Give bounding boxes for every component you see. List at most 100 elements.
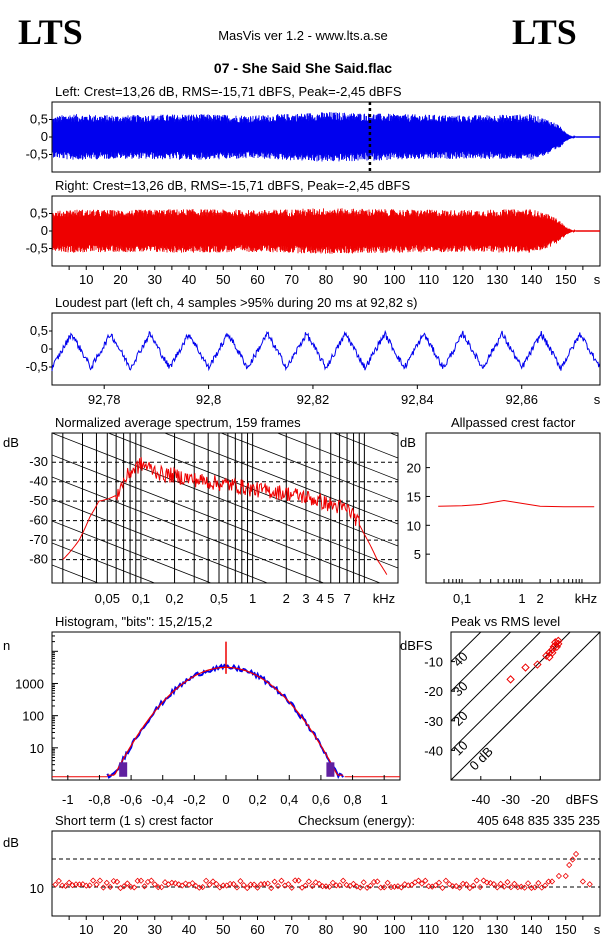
crest-point — [391, 883, 398, 890]
crest-point — [525, 880, 532, 887]
crest-title: Short term (1 s) crest factor — [55, 813, 214, 828]
loudest-signal — [51, 329, 600, 372]
crest-point — [336, 882, 343, 889]
x-tick-label: s — [594, 392, 601, 407]
crest-point — [257, 881, 264, 888]
crest-point — [545, 878, 552, 885]
histogram-clip-bar — [326, 762, 335, 777]
y-tick-label: 0 — [41, 341, 48, 356]
crest-point — [569, 856, 576, 863]
crest-diagonal — [451, 632, 512, 692]
crest-point — [120, 883, 127, 890]
x-tick-label: 92,78 — [88, 392, 121, 407]
x-tick-label: 0,1 — [453, 591, 471, 606]
y-tick-label: -40 — [424, 743, 443, 758]
y-tick-label: -40 — [29, 474, 48, 489]
crest-point — [446, 881, 453, 888]
crest-point — [62, 882, 69, 890]
crest-point — [459, 880, 467, 887]
waveform-signal — [52, 112, 577, 162]
crest-point — [151, 881, 158, 888]
app-version: MasVis ver 1.2 - www.lts.a.se — [218, 28, 388, 43]
x-tick-label: 120 — [452, 922, 474, 937]
y-tick-label: -50 — [29, 493, 48, 508]
crest-point — [418, 880, 425, 887]
crest-point — [357, 884, 364, 891]
logo-left: LTS — [18, 12, 83, 52]
x-tick-label: 0,6 — [312, 792, 330, 807]
crest-point — [329, 879, 336, 886]
crest-point — [233, 884, 241, 891]
crest-point — [477, 883, 484, 891]
x-tick-label: 0,05 — [95, 591, 120, 606]
crest-point — [206, 881, 213, 888]
crest-point — [103, 879, 110, 886]
y-tick-label: 10 — [407, 518, 421, 533]
crest-point — [66, 879, 73, 886]
slope-line — [52, 631, 398, 766]
x-tick-label: 0,8 — [344, 792, 362, 807]
x-tick-label: 4 — [316, 591, 323, 606]
peakrms-panel: 40 30 20 100 dB dBFS -10 -20 -30 -40 -40 -30 -20 dBF… — [400, 631, 601, 807]
allpass-title: Allpassed crest factor — [451, 415, 576, 430]
x-tick-label: 120 — [452, 272, 474, 287]
x-tick-label: 0,4 — [280, 792, 298, 807]
slope-line — [52, 433, 398, 569]
crest-point — [264, 880, 271, 887]
crest-point — [453, 882, 460, 890]
crest-point — [326, 883, 333, 890]
crest-point — [124, 880, 131, 887]
x-tick-label: 0,2 — [249, 792, 267, 807]
peakrms-point — [545, 652, 554, 662]
x-tick-label: 7 — [343, 591, 350, 606]
crest-point — [131, 884, 138, 891]
waveform-signal — [52, 208, 577, 254]
peakrms-point — [554, 636, 563, 646]
x-tick-label: 2 — [283, 591, 290, 606]
crest-point — [59, 882, 66, 889]
y-tick-label: 100 — [22, 709, 44, 724]
peakrms-point — [521, 663, 530, 672]
crest-point — [196, 884, 203, 891]
y-tick-label: -10 — [424, 655, 443, 670]
crest-point — [507, 884, 515, 891]
crest-point — [432, 882, 439, 889]
crest-point — [268, 884, 275, 892]
x-tick-label: 1 — [381, 792, 388, 807]
plot-frame — [51, 432, 399, 584]
crest-point — [473, 877, 480, 884]
crest-point — [278, 877, 285, 884]
histogram-panel: n 1000 100 10 -1 -0,8 -0,6 -0,4 -0,2 0 0,2 0,4 0,6 0,… — [3, 631, 401, 807]
y-tick-label: -0,5 — [26, 359, 48, 374]
crest-point — [309, 883, 316, 890]
histogram-clip-bar — [119, 762, 128, 777]
crest-point — [96, 877, 104, 884]
y-tick-label: 0 — [41, 129, 48, 144]
crest-point — [137, 877, 145, 884]
slope-line — [52, 498, 269, 583]
x-tick-label: 92,84 — [401, 392, 434, 407]
crest-diagonal — [451, 632, 542, 722]
x-tick-label: -30 — [501, 792, 520, 807]
x-tick-label: 50 — [216, 272, 230, 287]
x-tick-label: 1 — [518, 591, 525, 606]
allpass-panel: dB 20 15 10 5 0,1 1 2 kHz — [400, 432, 601, 606]
x-tick-label: 130 — [486, 272, 508, 287]
diagonal-label: 40 — [450, 649, 471, 670]
crest-point — [209, 878, 217, 885]
x-tick-label: 90 — [353, 272, 367, 287]
x-tick-label: 50 — [216, 922, 230, 937]
x-tick-label: 110 — [418, 922, 439, 937]
crest-point — [155, 884, 162, 891]
y-tick-label: 10 — [30, 741, 44, 756]
crest-point — [360, 879, 367, 886]
x-tick-label: s — [594, 922, 601, 937]
y-axis-label: dB — [3, 835, 19, 850]
crest-point — [439, 884, 446, 891]
slope-line — [220, 433, 398, 503]
histogram-right — [107, 666, 344, 776]
checksum-value: 405 648 835 335 235 — [477, 813, 600, 828]
crest-point — [388, 884, 395, 891]
allpass-curve — [438, 499, 595, 508]
